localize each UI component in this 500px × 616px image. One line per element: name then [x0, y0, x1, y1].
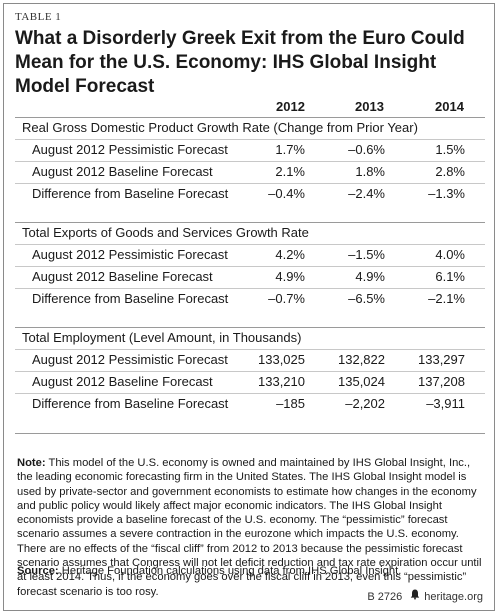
row-label: August 2012 Pessimistic Forecast	[32, 142, 228, 157]
section-rule	[15, 117, 485, 118]
row-label: Difference from Baseline Forecast	[32, 291, 229, 306]
row-divider	[15, 393, 485, 394]
row-divider	[15, 371, 485, 372]
table-row: August 2012 Baseline Forecast 133,210 13…	[15, 371, 485, 393]
section-title-employment: Total Employment (Level Amount, in Thous…	[22, 330, 302, 345]
cell-2012: 2.1%	[275, 164, 305, 179]
table-frame	[3, 3, 495, 611]
note-paragraph: Note: This model of the U.S. economy is …	[17, 456, 487, 599]
cell-2014: 133,297	[418, 352, 465, 367]
section-title-gdp: Real Gross Domestic Product Growth Rate …	[22, 120, 418, 135]
row-label: August 2012 Baseline Forecast	[32, 164, 213, 179]
footer: B 2726 heritage.org	[367, 589, 483, 603]
row-divider	[15, 244, 485, 245]
section-rule	[15, 222, 485, 223]
row-label: Difference from Baseline Forecast	[32, 396, 229, 411]
cell-2012: –0.7%	[268, 291, 305, 306]
year-header-2013: 2013	[355, 99, 384, 114]
section-title-exports: Total Exports of Goods and Services Grow…	[22, 225, 309, 240]
row-divider	[15, 139, 485, 140]
cell-2012: 133,210	[258, 374, 305, 389]
cell-2013: –1.5%	[348, 247, 385, 262]
cell-2013: 135,024	[338, 374, 385, 389]
table-row: Difference from Baseline Forecast –0.4% …	[15, 183, 485, 205]
table-row: August 2012 Pessimistic Forecast 133,025…	[15, 349, 485, 371]
table-row: August 2012 Baseline Forecast 2.1% 1.8% …	[15, 161, 485, 183]
report-code: B 2726	[367, 591, 403, 603]
year-header-2012: 2012	[276, 99, 305, 114]
note-text: This model of the U.S. economy is owned …	[17, 457, 482, 598]
cell-2013: –0.6%	[348, 142, 385, 157]
cell-2014: 137,208	[418, 374, 465, 389]
source-label: Source:	[17, 565, 59, 577]
table-row: Difference from Baseline Forecast –185 –…	[15, 393, 485, 415]
row-label: August 2012 Pessimistic Forecast	[32, 247, 228, 262]
row-divider	[15, 266, 485, 267]
table-row: August 2012 Pessimistic Forecast 1.7% –0…	[15, 139, 485, 161]
row-divider	[15, 183, 485, 184]
site-link[interactable]: heritage.org	[424, 591, 483, 603]
table-bottom-rule	[15, 433, 485, 434]
cell-2014: –1.3%	[428, 186, 465, 201]
cell-2012: –0.4%	[268, 186, 305, 201]
row-label: August 2012 Baseline Forecast	[32, 374, 213, 389]
liberty-bell-icon	[410, 589, 420, 603]
note-label: Note:	[17, 457, 46, 469]
source-line: Source: Heritage Foundation calculations…	[17, 565, 401, 577]
cell-2013: 1.8%	[355, 164, 385, 179]
table-row: August 2012 Baseline Forecast 4.9% 4.9% …	[15, 266, 485, 288]
cell-2012: 4.2%	[275, 247, 305, 262]
table-label: TABLE 1	[15, 11, 62, 23]
row-label: August 2012 Baseline Forecast	[32, 269, 213, 284]
cell-2012: 4.9%	[275, 269, 305, 284]
cell-2013: –6.5%	[348, 291, 385, 306]
page-title: What a Disorderly Greek Exit from the Eu…	[15, 28, 465, 97]
row-label: August 2012 Pessimistic Forecast	[32, 352, 228, 367]
table-row: August 2012 Pessimistic Forecast 4.2% –1…	[15, 244, 485, 266]
cell-2014: –2.1%	[428, 291, 465, 306]
cell-2012: –185	[276, 396, 305, 411]
cell-2012: 133,025	[258, 352, 305, 367]
cell-2014: 2.8%	[435, 164, 465, 179]
source-text: Heritage Foundation calculations using d…	[61, 565, 402, 577]
cell-2014: –3,911	[426, 396, 465, 411]
cell-2014: 4.0%	[435, 247, 465, 262]
cell-2014: 6.1%	[435, 269, 465, 284]
cell-2013: –2,202	[345, 396, 385, 411]
row-divider	[15, 161, 485, 162]
row-divider	[15, 288, 485, 289]
table-row: Difference from Baseline Forecast –0.7% …	[15, 288, 485, 310]
cell-2013: –2.4%	[348, 186, 385, 201]
cell-2013: 132,822	[338, 352, 385, 367]
section-rule	[15, 327, 485, 328]
cell-2014: 1.5%	[435, 142, 465, 157]
cell-2012: 1.7%	[275, 142, 305, 157]
year-header-2014: 2014	[435, 99, 464, 114]
row-divider	[15, 349, 485, 350]
cell-2013: 4.9%	[355, 269, 385, 284]
row-label: Difference from Baseline Forecast	[32, 186, 229, 201]
